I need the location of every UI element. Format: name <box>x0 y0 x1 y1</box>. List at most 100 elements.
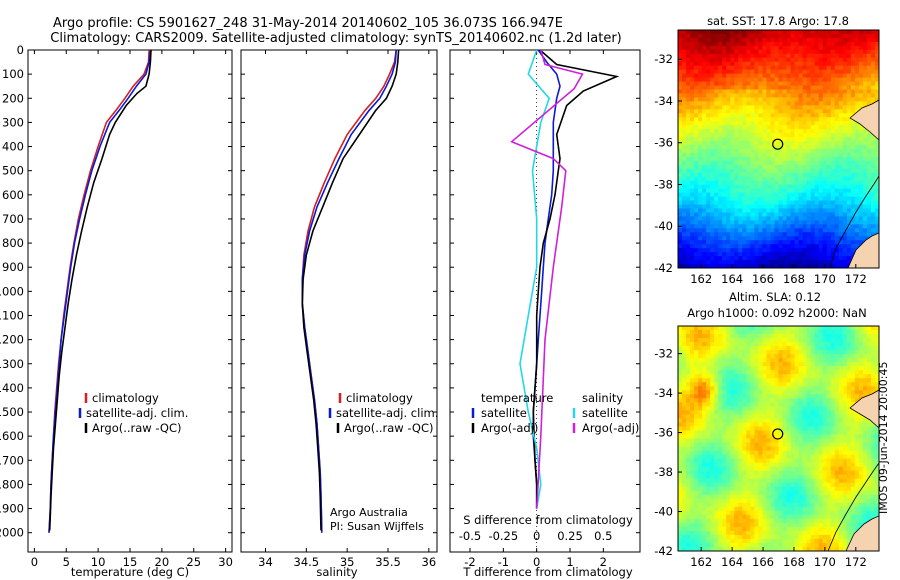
sla-cell <box>770 350 775 355</box>
sst-cell <box>834 149 840 154</box>
sst-cell <box>822 204 828 209</box>
sla-cell <box>850 330 856 335</box>
sst-cell <box>862 97 868 102</box>
sla-cell <box>798 430 804 435</box>
sla-cell <box>754 430 759 435</box>
sla-cell <box>806 442 812 447</box>
sst-cell <box>818 125 824 130</box>
sla-cell <box>710 430 715 435</box>
sla-cell <box>766 350 771 355</box>
sla-cell <box>870 434 876 439</box>
sst-cell <box>742 141 747 146</box>
sst-cell <box>766 105 771 110</box>
sst-cell <box>846 196 852 201</box>
sst-cell <box>726 33 731 39</box>
sla-cell <box>762 458 767 464</box>
sst-cell <box>834 156 840 162</box>
sst-cell <box>806 152 812 158</box>
sst-cell <box>838 30 844 35</box>
sst-cell <box>806 160 812 166</box>
sst-cell <box>690 232 695 237</box>
sst-cell <box>826 244 832 249</box>
sst-cell <box>850 216 856 221</box>
sst-cell <box>826 172 832 178</box>
sla-cell <box>694 418 699 423</box>
sla-cell <box>742 354 747 359</box>
sst-cell <box>734 172 739 178</box>
sla-cell <box>834 358 840 363</box>
sst-cell <box>802 109 808 114</box>
sst-cell <box>854 97 860 102</box>
sst-cell <box>786 236 791 241</box>
sst-cell <box>802 172 808 178</box>
sla-cell <box>842 438 848 443</box>
sla-cell <box>754 370 759 375</box>
sst-cell <box>734 145 739 150</box>
sst-cell <box>842 260 848 265</box>
sst-cell <box>754 236 759 241</box>
sla-cell <box>802 422 808 427</box>
sst-cell <box>694 137 699 142</box>
sst-cell <box>822 208 828 213</box>
sst-cell <box>814 37 820 43</box>
sst-cell <box>750 65 755 71</box>
sst-cell <box>758 65 763 71</box>
sst-cell <box>750 244 755 249</box>
sst-cell <box>762 113 767 118</box>
sst-cell <box>846 133 852 138</box>
sst-cell <box>762 65 767 71</box>
sla-cell <box>842 374 848 379</box>
sst-cell <box>850 168 856 174</box>
sla-cell <box>798 438 804 443</box>
sst-cell <box>842 137 848 142</box>
sst-cell <box>846 57 852 63</box>
difference-xtick-label: 1 <box>566 555 573 569</box>
sla-cell <box>798 386 804 391</box>
sla-cell <box>702 422 707 427</box>
sla-cell <box>794 330 799 335</box>
sst-cell <box>806 97 812 102</box>
sla-cell <box>766 362 771 367</box>
sst-cell <box>678 81 683 86</box>
depth-tick-label: 1600 <box>0 429 24 443</box>
sla-cell <box>834 438 840 443</box>
sla-cell <box>810 358 816 363</box>
sst-cell <box>782 33 787 39</box>
sla-cell <box>830 394 836 399</box>
sst-cell <box>818 228 824 233</box>
sla-cell <box>834 402 840 407</box>
sst-cell <box>738 53 743 59</box>
sst-cell <box>858 232 864 237</box>
sst-cell <box>726 101 731 106</box>
sla-cell <box>686 378 691 383</box>
sla-cell <box>770 422 775 427</box>
sla-cell <box>794 398 799 403</box>
sst-cell <box>846 53 852 59</box>
sla-cell <box>806 342 812 347</box>
sla-cell <box>706 394 711 399</box>
sst-cell <box>826 212 832 217</box>
sla-cell <box>850 382 856 387</box>
sst-cell <box>714 212 719 217</box>
sst-cell <box>806 196 812 201</box>
sla-cell <box>798 446 804 451</box>
sst-cell <box>702 65 707 71</box>
sst-cell <box>754 248 759 253</box>
sst-cell <box>778 160 783 166</box>
sst-cell <box>710 85 715 90</box>
sst-cell <box>798 208 804 213</box>
sla-cell <box>678 334 683 339</box>
sla-cell <box>686 414 691 419</box>
sla-cell <box>802 458 808 464</box>
sla-cell <box>710 414 715 419</box>
sst-cell <box>754 101 759 106</box>
sla-cell <box>706 418 711 423</box>
sst-cell <box>746 244 751 249</box>
sst-cell <box>678 232 683 237</box>
sst-cell <box>766 30 771 35</box>
sla-cell <box>758 370 763 375</box>
sla-cell <box>854 430 860 435</box>
sst-cell <box>754 220 759 225</box>
sst-cell <box>690 164 695 170</box>
sla-cell <box>826 362 832 367</box>
